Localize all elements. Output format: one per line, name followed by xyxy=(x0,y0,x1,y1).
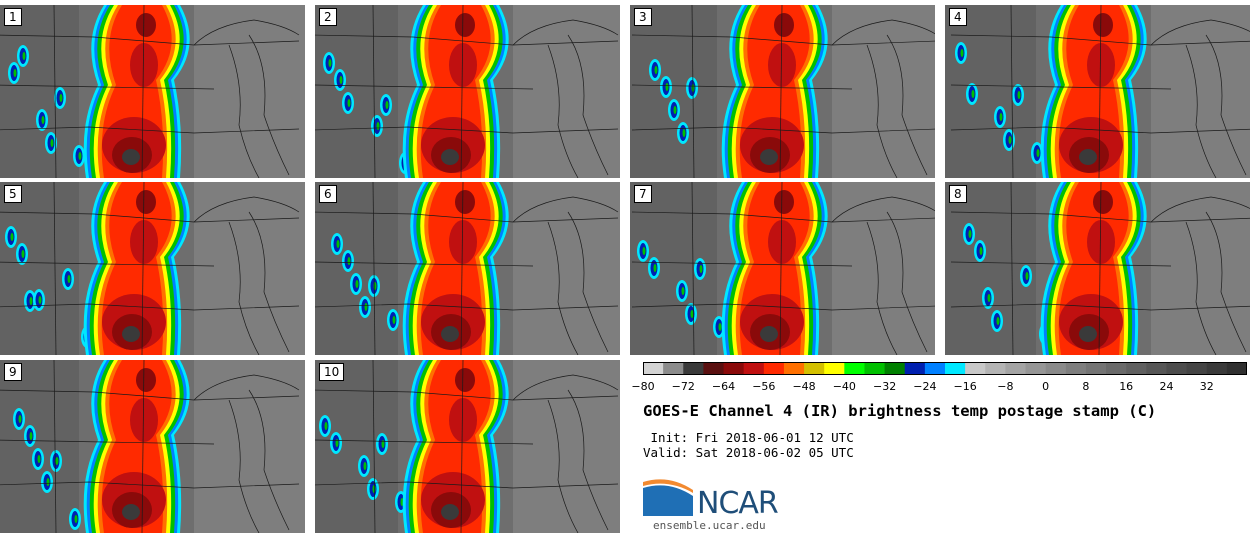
colorbar-frame xyxy=(643,362,1247,375)
colorbar-tick-label: −40 xyxy=(832,380,856,393)
colorbar-swatch xyxy=(884,362,906,375)
colorbar-tick-label: 16 xyxy=(1119,380,1134,393)
map-panel-7: 7 xyxy=(630,182,935,355)
colorbar-tick-label: −64 xyxy=(711,380,736,393)
panel-label: 1 xyxy=(4,8,22,26)
panel-label: 10 xyxy=(319,363,345,381)
site-url: ensemble.ucar.edu xyxy=(653,519,766,532)
brightness-temp-field xyxy=(315,5,620,178)
colorbar-swatch xyxy=(824,362,845,375)
panel-label: 5 xyxy=(4,185,22,203)
colorbar-tick-label: −72 xyxy=(671,380,695,393)
colorbar-swatch xyxy=(1085,362,1107,375)
colorbar xyxy=(643,362,1247,375)
colorbar-swatch xyxy=(1025,362,1047,375)
colorbar-swatch xyxy=(945,362,966,375)
colorbar-swatch xyxy=(844,362,866,375)
brightness-temp-field xyxy=(0,5,305,178)
colorbar-tick-label: 24 xyxy=(1159,380,1174,393)
map-panel-9: 9 xyxy=(0,360,305,533)
colorbar-swatch xyxy=(1166,362,1188,375)
map-panel-8: 8 xyxy=(945,182,1250,355)
valid-time: Valid: Sat 2018-06-02 05 UTC xyxy=(643,445,854,460)
colorbar-tick-label: −80 xyxy=(631,380,655,393)
map-panel-10: 10 xyxy=(315,360,620,533)
colorbar-swatch xyxy=(663,362,684,375)
colorbar-tick-label: −48 xyxy=(792,380,816,393)
panel-label: 8 xyxy=(949,185,967,203)
colorbar-swatch xyxy=(703,362,725,375)
colorbar-tick-label: −16 xyxy=(953,380,977,393)
panel-label: 4 xyxy=(949,8,967,26)
colorbar-tick-label: −8 xyxy=(997,380,1014,393)
brightness-temp-field xyxy=(945,5,1250,178)
figure-title: GOES-E Channel 4 (IR) brightness temp po… xyxy=(643,402,1157,420)
colorbar-swatch xyxy=(1065,362,1087,375)
brightness-temp-field xyxy=(945,182,1250,355)
colorbar-swatch xyxy=(1045,362,1067,375)
panel-label: 2 xyxy=(319,8,337,26)
map-panel-2: 2 xyxy=(315,5,620,178)
brightness-temp-field xyxy=(0,182,305,355)
panel-label: 3 xyxy=(634,8,652,26)
colorbar-swatch xyxy=(1146,362,1168,375)
colorbar-swatch xyxy=(763,362,785,375)
colorbar-swatch xyxy=(683,362,704,375)
brightness-temp-field xyxy=(0,360,305,533)
colorbar-swatch xyxy=(1106,362,1127,375)
colorbar-tick-label: 0 xyxy=(1042,380,1050,393)
brightness-temp-field xyxy=(630,5,935,178)
colorbar-swatch xyxy=(1005,362,1027,375)
colorbar-swatch xyxy=(1186,362,1208,375)
colorbar-swatch xyxy=(924,362,946,375)
map-panel-4: 4 xyxy=(945,5,1250,178)
map-panel-3: 3 xyxy=(630,5,935,178)
brightness-temp-field xyxy=(630,182,935,355)
map-panel-5: 5 xyxy=(0,182,305,355)
colorbar-tick-label: −24 xyxy=(913,380,937,393)
colorbar-swatch xyxy=(904,362,926,375)
colorbar-swatch xyxy=(985,362,1006,375)
brightness-temp-field xyxy=(315,360,620,533)
colorbar-swatch xyxy=(1126,362,1147,375)
colorbar-swatch xyxy=(965,362,986,375)
panel-label: 7 xyxy=(634,185,652,203)
colorbar-swatch xyxy=(723,362,745,375)
ncar-logo-text: NCAR xyxy=(697,486,779,521)
colorbar-swatch xyxy=(743,362,765,375)
colorbar-tick-label: 8 xyxy=(1082,380,1090,393)
map-panel-6: 6 xyxy=(315,182,620,355)
colorbar-swatch xyxy=(783,362,805,375)
colorbar-swatch xyxy=(804,362,825,375)
ncar-logo-icon xyxy=(643,479,693,516)
colorbar-swatch xyxy=(1226,362,1247,375)
brightness-temp-field xyxy=(315,182,620,355)
init-time: Init: Fri 2018-06-01 12 UTC xyxy=(643,430,854,445)
panel-label: 6 xyxy=(319,185,337,203)
colorbar-swatch xyxy=(643,362,664,375)
panel-label: 9 xyxy=(4,363,22,381)
colorbar-swatch xyxy=(864,362,886,375)
colorbar-swatch xyxy=(1206,362,1228,375)
colorbar-tick-label: −56 xyxy=(752,380,776,393)
map-panel-1: 1 xyxy=(0,5,305,178)
colorbar-tick-label: −32 xyxy=(872,380,897,393)
colorbar-tick-label: 32 xyxy=(1199,380,1214,393)
